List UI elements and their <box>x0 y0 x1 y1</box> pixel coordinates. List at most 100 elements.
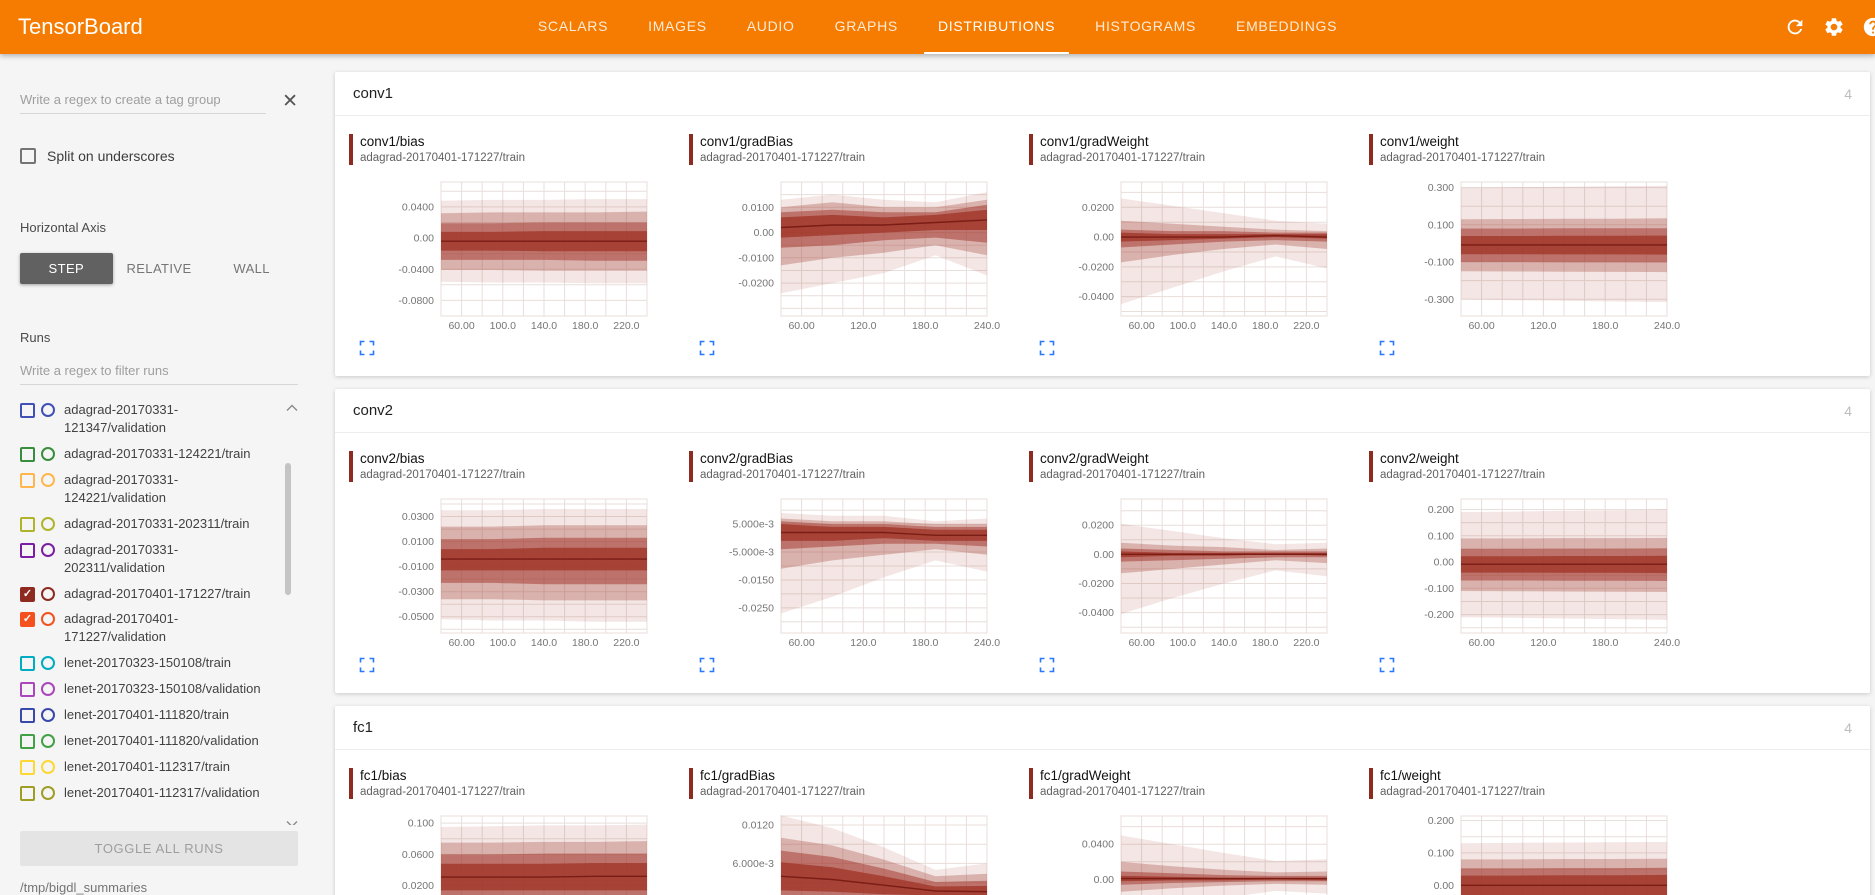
run-checkbox[interactable] <box>20 542 35 558</box>
axis-option-relative[interactable]: RELATIVE <box>126 261 192 276</box>
run-item[interactable]: lenet-20170401-111820/train <box>20 702 278 728</box>
run-checkbox[interactable] <box>20 403 35 418</box>
split-underscores-label: Split on underscores <box>47 148 175 164</box>
expand-chart-icon[interactable] <box>1379 657 1395 673</box>
svg-text:-5.000e-3: -5.000e-3 <box>729 547 774 559</box>
run-item[interactable]: adagrad-20170331-124221/train <box>20 441 278 467</box>
run-item[interactable]: adagrad-20170331-121347/validation <box>20 397 278 441</box>
run-item[interactable]: lenet-20170323-150108/train <box>20 650 278 676</box>
expand-chart-icon[interactable] <box>699 340 715 356</box>
svg-text:0.00: 0.00 <box>1094 549 1115 561</box>
run-name: adagrad-20170401-171227/train <box>64 585 251 601</box>
distribution-chart[interactable]: 0.0300 0.0100 -0.0100 -0.0300 -0.0500 60.00 10… <box>349 495 671 649</box>
tab-audio[interactable]: AUDIO <box>746 18 795 34</box>
help-icon[interactable] <box>1862 16 1875 38</box>
tab-histograms[interactable]: HISTOGRAMS <box>1095 18 1197 34</box>
run-checkbox[interactable] <box>20 682 35 698</box>
run-checkbox[interactable] <box>20 708 35 724</box>
expand-chart-icon[interactable] <box>1039 340 1055 356</box>
run-radio[interactable] <box>41 586 55 601</box>
scrollbar-thumb[interactable] <box>285 463 291 595</box>
section-header-conv2[interactable]: conv2 4 <box>335 389 1870 433</box>
svg-text:100.0: 100.0 <box>1170 637 1196 649</box>
distribution-chart[interactable]: 0.04000.00-0.040060.00100.0140.0180.0220… <box>1029 812 1351 895</box>
scroll-down-icon[interactable] <box>286 815 298 825</box>
distribution-chart[interactable]: 0.200 0.100 0.00 -0.100 -0.200 60.00 120.0 180.… <box>1369 495 1691 649</box>
run-item[interactable]: adagrad-20170331-124221/validation <box>20 467 278 511</box>
settings-icon[interactable] <box>1823 16 1845 38</box>
expand-chart-icon[interactable] <box>1039 657 1055 673</box>
run-item[interactable]: lenet-20170323-150108/validation <box>20 676 278 702</box>
run-checkbox[interactable] <box>20 734 35 750</box>
tab-scalars[interactable]: SCALARS <box>537 18 609 34</box>
tab-distributions[interactable]: DISTRIBUTIONS <box>923 0 1070 54</box>
chart-title: conv2/gradWeight <box>1040 451 1149 466</box>
axis-option-step[interactable]: STEP <box>20 253 113 284</box>
tag-group-regex-input[interactable] <box>20 88 267 114</box>
scroll-up-icon[interactable] <box>286 399 298 411</box>
chart-title: fc1/bias <box>360 768 407 783</box>
distribution-chart[interactable]: 0.0200 0.00 -0.0200 -0.0400 60.00 100.0 140.0 1… <box>1029 495 1351 649</box>
run-checkbox[interactable] <box>20 516 35 532</box>
chart-title: conv1/gradBias <box>700 134 794 149</box>
run-checkbox[interactable] <box>20 446 35 462</box>
chart-fc1-gradWeight: fc1/gradWeight adagrad-20170401-171227/tr… <box>1029 768 1369 895</box>
tab-graphs[interactable]: GRAPHS <box>834 18 898 34</box>
run-radio[interactable] <box>41 760 55 775</box>
section-title: conv2 <box>353 402 394 419</box>
close-icon[interactable]: ✕ <box>282 90 298 112</box>
section-header-conv1[interactable]: conv1 4 <box>335 72 1870 116</box>
tab-embeddings[interactable]: EMBEDDINGS <box>1236 18 1338 34</box>
run-item[interactable]: ✓ adagrad-20170401-171227/train <box>20 581 278 607</box>
distribution-chart[interactable]: 0.0100 0.00 -0.0100 -0.0200 60.00 120.0 180.0 2… <box>689 178 1011 332</box>
run-radio[interactable] <box>41 734 55 749</box>
run-color-bar <box>1369 768 1373 799</box>
svg-text:0.00: 0.00 <box>1434 557 1455 569</box>
run-checkbox[interactable] <box>20 786 35 801</box>
axis-option-wall[interactable]: WALL <box>233 261 270 276</box>
expand-chart-icon[interactable] <box>699 657 715 673</box>
run-radio[interactable] <box>41 656 55 671</box>
expand-chart-icon[interactable] <box>1379 340 1395 356</box>
run-radio[interactable] <box>41 516 55 531</box>
run-radio[interactable] <box>41 446 55 461</box>
split-underscores-checkbox[interactable] <box>20 148 36 164</box>
run-checkbox[interactable] <box>20 472 35 488</box>
distribution-chart[interactable]: 0.0400 0.00 -0.0400 -0.0800 60.00 100.0 140.0 1… <box>349 178 671 332</box>
run-radio[interactable] <box>41 542 55 557</box>
run-radio[interactable] <box>41 472 55 487</box>
distribution-chart[interactable]: 0.300 0.100 -0.100 -0.300 60.00 120.0 180.0 240… <box>1369 178 1691 332</box>
run-radio[interactable] <box>41 708 55 723</box>
tab-images[interactable]: IMAGES <box>648 18 707 34</box>
run-item[interactable]: lenet-20170401-111820/validation <box>20 728 278 754</box>
run-item[interactable]: lenet-20170401-112317/validation <box>20 780 278 806</box>
distribution-chart[interactable]: 0.1000.06000.0200-0.020060.00100.0140.01… <box>349 812 671 895</box>
run-radio[interactable] <box>41 403 55 417</box>
run-item[interactable]: adagrad-20170331-202311/validation <box>20 537 278 581</box>
distribution-chart[interactable]: 5.000e-3 -5.000e-3 -0.0150 -0.0250 60.00 120.… <box>689 495 1011 649</box>
section-header-fc1[interactable]: fc1 4 <box>335 706 1870 750</box>
toggle-all-runs-button[interactable]: TOGGLE ALL RUNS <box>20 831 298 866</box>
run-checkbox[interactable]: ✓ <box>20 586 35 602</box>
run-color-bar <box>349 134 353 165</box>
refresh-icon[interactable] <box>1784 16 1806 38</box>
run-checkbox[interactable] <box>20 656 35 672</box>
distribution-chart[interactable]: 0.0200 0.00 -0.0200 -0.0400 60.00 100.0 140.0 1… <box>1029 178 1351 332</box>
svg-text:0.0120: 0.0120 <box>742 820 774 832</box>
run-item[interactable]: lenet-20170401-112317/train <box>20 754 278 780</box>
run-item[interactable]: adagrad-20170331-202311/train <box>20 511 278 537</box>
split-underscores-row[interactable]: Split on underscores <box>20 148 298 164</box>
chart-title: conv1/gradWeight <box>1040 134 1149 149</box>
run-radio[interactable] <box>41 612 55 627</box>
run-radio[interactable] <box>41 682 55 697</box>
run-checkbox[interactable] <box>20 760 35 776</box>
run-radio[interactable] <box>41 786 55 800</box>
expand-chart-icon[interactable] <box>359 340 375 356</box>
expand-chart-icon[interactable] <box>359 657 375 673</box>
run-item[interactable]: ✓ adagrad-20170401-171227/validation <box>20 606 278 650</box>
runs-filter-input[interactable] <box>20 359 298 385</box>
run-checkbox[interactable]: ✓ <box>20 612 35 628</box>
svg-text:180.0: 180.0 <box>1252 637 1278 649</box>
